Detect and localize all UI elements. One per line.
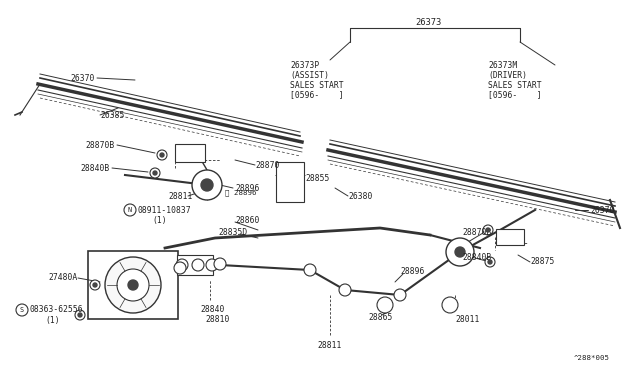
Circle shape bbox=[16, 304, 28, 316]
Bar bbox=[88, 251, 178, 319]
Circle shape bbox=[157, 150, 167, 160]
Circle shape bbox=[201, 179, 213, 191]
Bar bbox=[177, 255, 213, 275]
Text: 28840: 28840 bbox=[200, 305, 225, 314]
Circle shape bbox=[192, 259, 204, 271]
Circle shape bbox=[377, 297, 393, 313]
Text: S: S bbox=[20, 307, 24, 313]
Text: 28870: 28870 bbox=[255, 160, 280, 170]
Text: 26370: 26370 bbox=[590, 205, 614, 215]
Text: 27480A: 27480A bbox=[48, 273, 77, 282]
Text: 08363-62556: 08363-62556 bbox=[30, 305, 84, 314]
Text: 28870B: 28870B bbox=[462, 228, 492, 237]
Bar bbox=[276, 162, 304, 202]
Circle shape bbox=[394, 289, 406, 301]
Circle shape bbox=[90, 280, 100, 290]
Text: 28840B: 28840B bbox=[462, 253, 492, 263]
Circle shape bbox=[153, 171, 157, 175]
Circle shape bbox=[93, 283, 97, 287]
Text: 26373M: 26373M bbox=[488, 61, 517, 70]
Text: (1): (1) bbox=[45, 315, 60, 324]
Circle shape bbox=[304, 264, 316, 276]
Bar bbox=[175, 144, 205, 162]
Circle shape bbox=[488, 260, 492, 264]
Text: 28865: 28865 bbox=[368, 314, 392, 323]
Text: 28011: 28011 bbox=[455, 315, 479, 324]
Circle shape bbox=[105, 257, 161, 313]
Text: [0596-    ]: [0596- ] bbox=[488, 90, 541, 99]
Circle shape bbox=[442, 297, 458, 313]
Circle shape bbox=[174, 262, 186, 274]
Text: ^288*005: ^288*005 bbox=[574, 355, 610, 361]
Text: 28835D: 28835D bbox=[218, 228, 247, 237]
Text: ˅ 28896: ˅ 28896 bbox=[225, 190, 257, 196]
Text: [0596-    ]: [0596- ] bbox=[290, 90, 344, 99]
Circle shape bbox=[214, 258, 226, 270]
Text: SALES START: SALES START bbox=[488, 80, 541, 90]
Text: 28811: 28811 bbox=[318, 340, 342, 350]
Text: 26380: 26380 bbox=[348, 192, 372, 201]
Text: (ASSIST): (ASSIST) bbox=[290, 71, 329, 80]
Circle shape bbox=[160, 153, 164, 157]
Text: 26373P: 26373P bbox=[290, 61, 319, 70]
Circle shape bbox=[446, 238, 474, 266]
Circle shape bbox=[455, 247, 465, 257]
Circle shape bbox=[206, 259, 218, 271]
Circle shape bbox=[486, 228, 490, 232]
Circle shape bbox=[128, 280, 138, 290]
Circle shape bbox=[78, 313, 82, 317]
Circle shape bbox=[124, 204, 136, 216]
Text: 28855: 28855 bbox=[305, 173, 330, 183]
Circle shape bbox=[176, 259, 188, 271]
Text: N: N bbox=[128, 207, 132, 213]
Circle shape bbox=[192, 170, 222, 200]
Text: 28896: 28896 bbox=[235, 183, 259, 192]
Text: 28840B: 28840B bbox=[81, 164, 110, 173]
Text: 28875: 28875 bbox=[530, 257, 554, 266]
Text: 26385: 26385 bbox=[100, 110, 124, 119]
Bar bbox=[496, 229, 524, 245]
Text: 28870B: 28870B bbox=[86, 141, 115, 150]
Text: (DRIVER): (DRIVER) bbox=[488, 71, 527, 80]
Text: 28896: 28896 bbox=[400, 267, 424, 276]
Circle shape bbox=[150, 168, 160, 178]
Text: SALES START: SALES START bbox=[290, 80, 344, 90]
Text: 28811: 28811 bbox=[168, 192, 193, 201]
Text: (1): (1) bbox=[152, 215, 166, 224]
Circle shape bbox=[339, 284, 351, 296]
Circle shape bbox=[117, 269, 149, 301]
Text: 26370: 26370 bbox=[70, 74, 95, 83]
Text: 26373: 26373 bbox=[415, 17, 441, 26]
Text: 28860: 28860 bbox=[235, 215, 259, 224]
Circle shape bbox=[75, 310, 85, 320]
Circle shape bbox=[485, 257, 495, 267]
Text: 28810: 28810 bbox=[205, 315, 229, 324]
Text: 08911-10837: 08911-10837 bbox=[138, 205, 191, 215]
Circle shape bbox=[483, 225, 493, 235]
